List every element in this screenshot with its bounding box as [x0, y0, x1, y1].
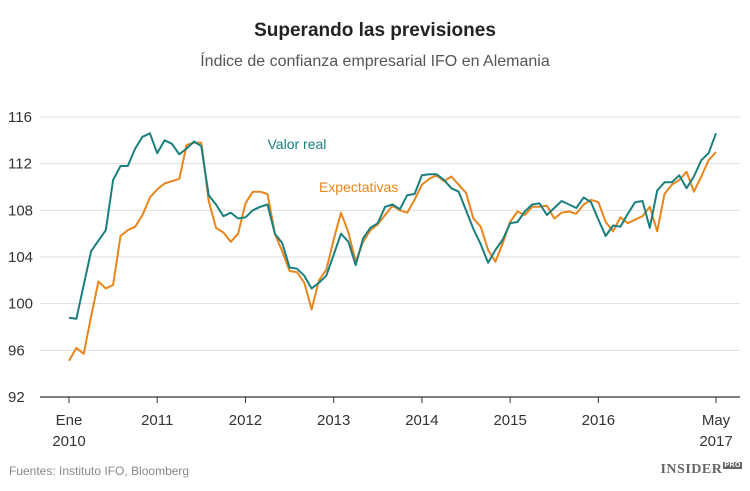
- y-tick-label: 100: [8, 296, 33, 313]
- series-label: Valor real: [268, 136, 327, 152]
- publisher-logo: INSIDER PRO: [660, 462, 742, 478]
- chart-subtitle: Índice de confianza empresarial IFO en A…: [200, 53, 550, 70]
- x-tick-label: May: [702, 412, 731, 429]
- chart-title: Superando las previsiones: [254, 20, 496, 41]
- logo-badge: PRO: [723, 462, 742, 469]
- y-tick-label: 112: [8, 156, 32, 173]
- series-line-valor-real: [68, 132, 717, 320]
- x-tick-label: 2012: [229, 412, 262, 429]
- y-tick-label: 116: [8, 109, 32, 126]
- y-tick-label: 104: [8, 249, 33, 266]
- x-tick-label: 2011: [141, 412, 173, 429]
- x-tick-label-year: 2010: [52, 433, 85, 450]
- x-tick-label: 2015: [493, 412, 526, 429]
- x-tick-label: 2013: [317, 412, 350, 429]
- source-note: Fuentes: Instituto IFO, Bloomberg: [9, 464, 190, 478]
- x-tick-label-year: 2017: [699, 433, 732, 450]
- x-tick-label: 2016: [582, 412, 615, 429]
- series-line-expectativas: [68, 141, 717, 362]
- y-tick-label: 92: [8, 389, 25, 406]
- y-tick-label: 108: [8, 202, 33, 219]
- logo-text: INSIDER: [660, 462, 723, 477]
- series-label: Expectativas: [319, 179, 398, 195]
- y-tick-label: 96: [8, 342, 25, 359]
- x-tick-label: 2014: [405, 412, 438, 429]
- x-tick-label: Ene: [56, 412, 83, 429]
